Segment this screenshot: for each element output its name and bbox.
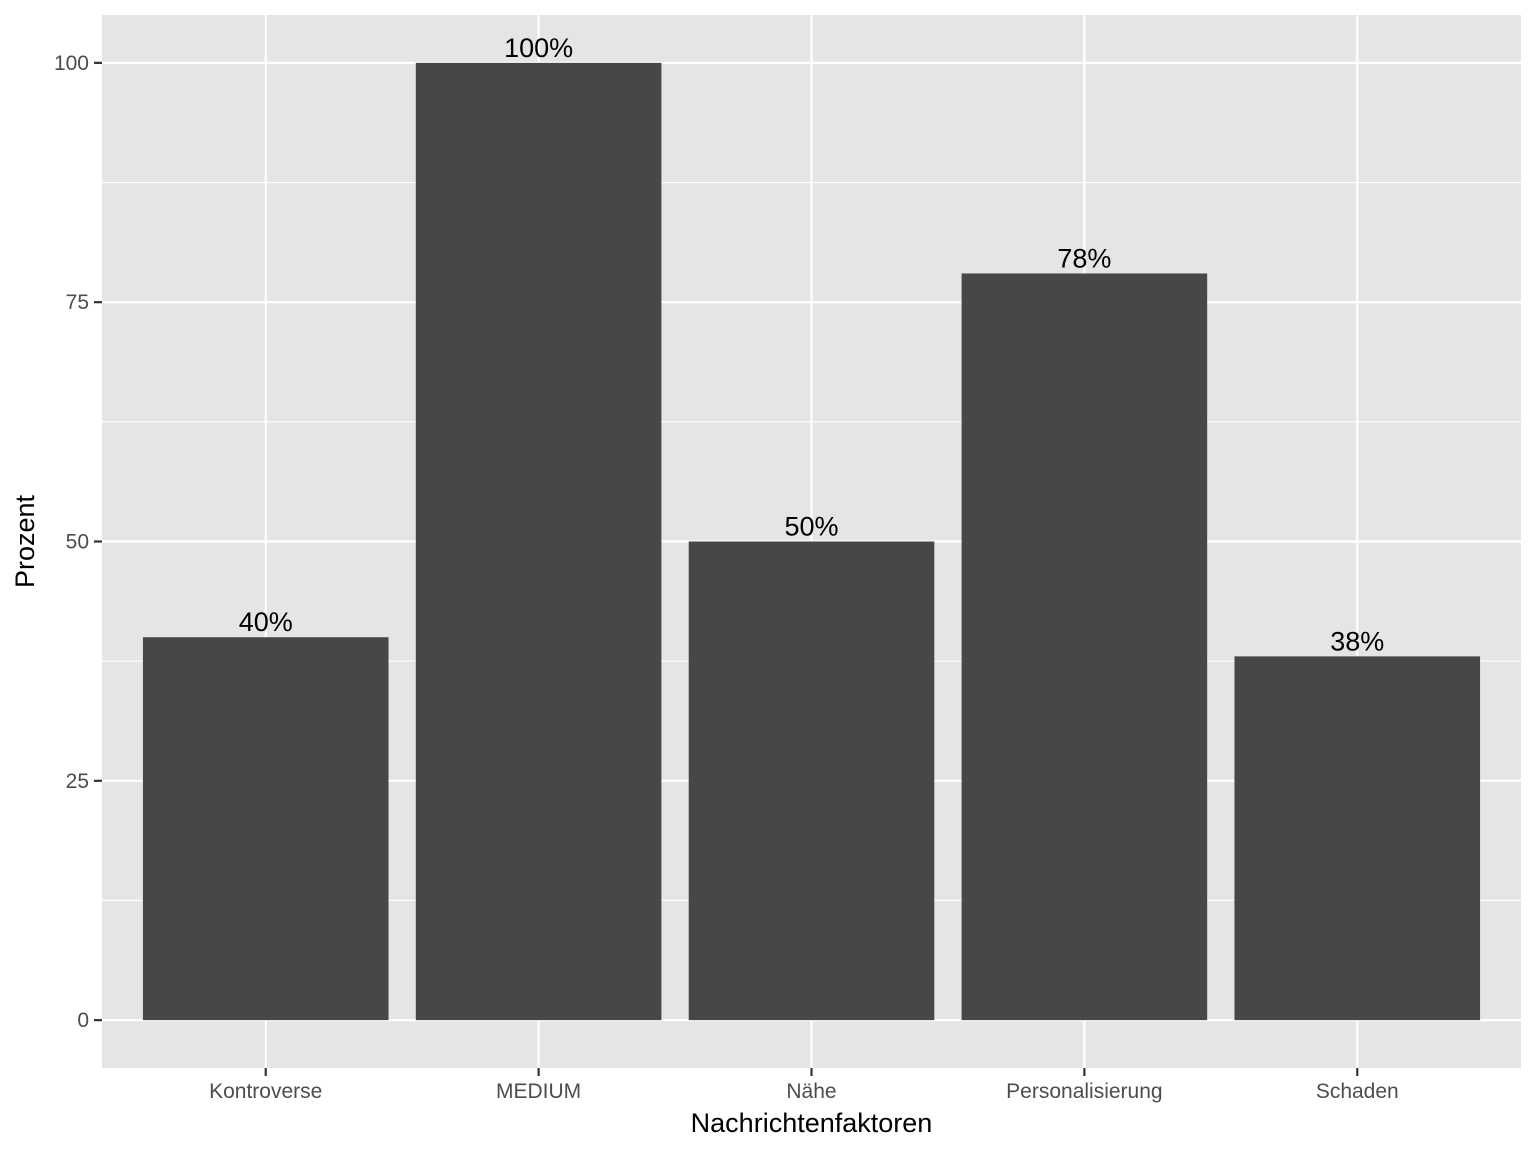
x-axis-title: Nachrichtenfaktoren [691, 1108, 933, 1138]
data-label: 40% [239, 607, 293, 637]
data-label: 100% [504, 33, 573, 63]
x-axis: Kontroverse MEDIUM Nähe Personalisierung Sch… [209, 1068, 1399, 1103]
x-tick-label: Nähe [786, 1080, 836, 1103]
y-axis-title: Prozent [10, 494, 40, 588]
y-tick-label: 0 [77, 1009, 89, 1032]
data-label: 78% [1057, 243, 1111, 273]
data-labels: 40% 100% 50% 78% 38% [239, 33, 1385, 657]
x-tick-label: MEDIUM [496, 1080, 581, 1103]
y-axis: 0 25 50 75 100 [54, 52, 102, 1032]
bar-medium [415, 62, 662, 1021]
bar-schaden [1234, 656, 1481, 1021]
y-tick-label: 75 [66, 291, 89, 314]
data-label: 38% [1330, 626, 1384, 656]
x-tick-label: Kontroverse [209, 1080, 322, 1103]
data-label: 50% [784, 512, 838, 542]
x-tick-label: Schaden [1316, 1080, 1399, 1103]
x-tick-label: Personalisierung [1006, 1080, 1162, 1103]
y-tick-label: 25 [66, 770, 89, 793]
y-tick-label: 100 [54, 52, 89, 75]
bars [142, 62, 1481, 1021]
y-tick-label: 50 [66, 531, 89, 554]
bar-nähe [688, 541, 935, 1021]
bar-personalisierung [961, 273, 1208, 1021]
bar-kontroverse [142, 637, 389, 1021]
